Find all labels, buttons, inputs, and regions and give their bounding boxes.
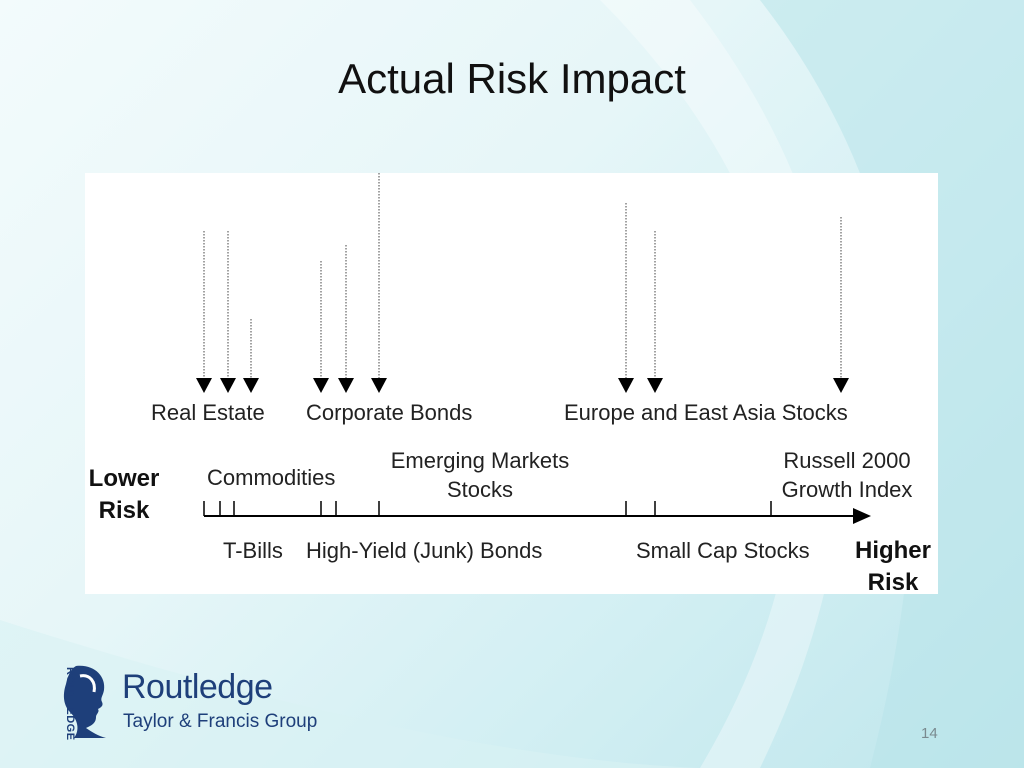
label-lower-risk: Lower Risk — [85, 463, 163, 527]
routledge-logo: ROUTLEDGE Routledge Taylor & Francis Gro… — [56, 662, 336, 742]
label-lower-risk-line2: Risk — [98, 497, 150, 524]
down-arrow-icon — [220, 378, 236, 393]
down-arrow-icon — [647, 378, 663, 393]
label-higher-risk: Higher Risk — [848, 535, 938, 599]
label-higher-risk-line1: Higher — [854, 537, 931, 564]
label-emerging-markets-line1: Emerging Markets — [390, 448, 570, 473]
label-commodities: Commodities — [207, 465, 336, 490]
logo-brand-name: Routledge — [122, 668, 273, 706]
down-arrow-icon — [243, 378, 259, 393]
label-t-bills: T-Bills — [223, 538, 283, 563]
down-arrow-icon — [371, 378, 387, 393]
label-corporate-bonds: Corporate Bonds — [306, 400, 473, 425]
risk-diagram: Real Estate Corporate Bonds Europe and E… — [85, 173, 938, 596]
label-high-yield-bonds: High-Yield (Junk) Bonds — [306, 538, 543, 563]
label-russell-2000: Russell 2000 Growth Index — [767, 446, 927, 504]
page-number: 14 — [921, 725, 938, 742]
logo-subtitle: Taylor & Francis Group — [123, 711, 318, 732]
logo-head-icon — [63, 665, 106, 738]
down-arrow-icon — [833, 378, 849, 393]
label-emerging-markets: Emerging Markets Stocks — [375, 446, 585, 504]
axis-arrowhead-icon — [853, 508, 871, 524]
logo-vertical-text: ROUTLEDGE — [64, 667, 76, 741]
down-arrow-icon — [618, 378, 634, 393]
down-arrow-icon — [196, 378, 212, 393]
label-higher-risk-line2: Risk — [867, 569, 919, 596]
label-emerging-markets-line2: Stocks — [446, 477, 514, 502]
label-small-cap-stocks: Small Cap Stocks — [636, 538, 810, 563]
label-europe-east-asia: Europe and East Asia Stocks — [564, 400, 848, 425]
slide-title: Actual Risk Impact — [338, 55, 686, 102]
label-russell-line2: Growth Index — [781, 477, 913, 502]
down-arrow-icon — [338, 378, 354, 393]
down-arrow-icon — [313, 378, 329, 393]
risk-diagram-graphics — [196, 173, 871, 524]
label-lower-risk-line1: Lower — [88, 465, 160, 492]
label-russell-line1: Russell 2000 — [783, 448, 911, 473]
label-real-estate: Real Estate — [151, 400, 265, 425]
